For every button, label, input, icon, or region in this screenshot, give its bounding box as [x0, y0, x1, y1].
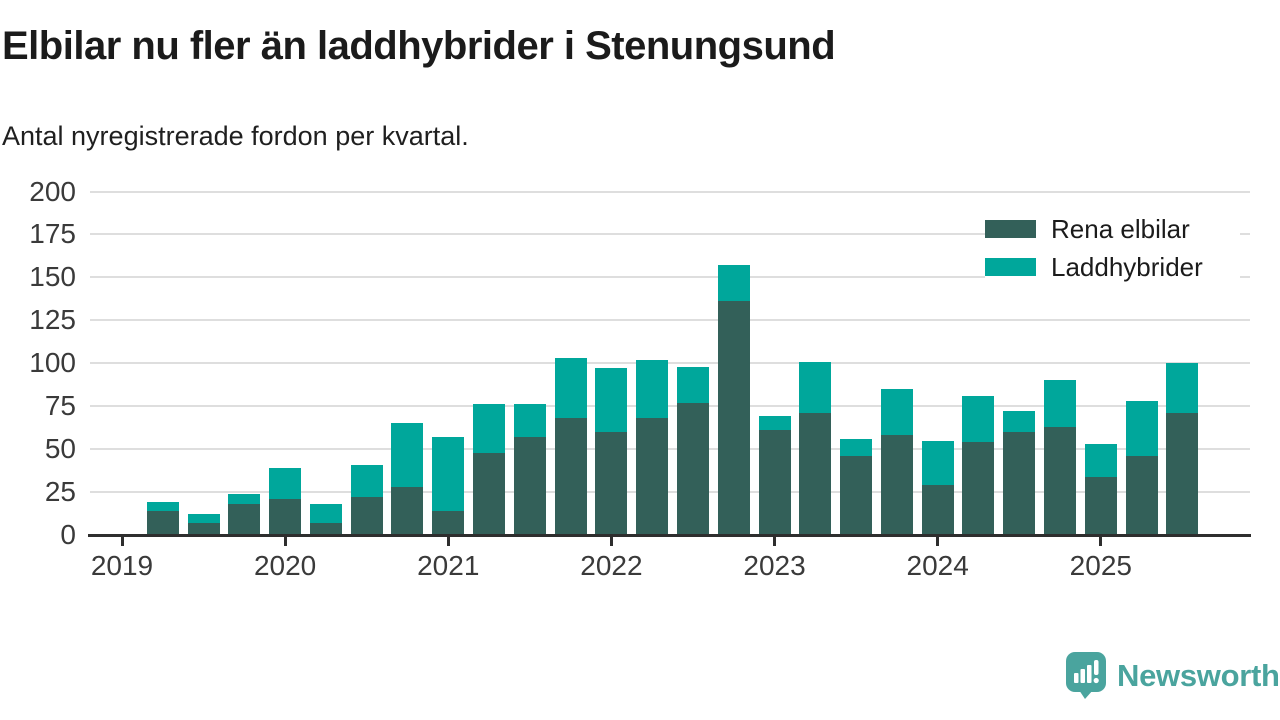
bar-laddhybrider-2023-q1	[758, 416, 791, 431]
gridline-y-100	[90, 362, 1250, 365]
gridline-y-150	[90, 276, 1250, 279]
x-axis-tick-2020	[283, 537, 287, 546]
bar-laddhybrider-2023-q3	[840, 438, 873, 456]
bar-rena-elbilar-2022-q3	[676, 402, 709, 536]
x-axis-tick-2022	[609, 537, 613, 546]
x-axis-tick-2019	[120, 537, 124, 546]
bar-rena-elbilar-2021-q1	[432, 510, 465, 536]
bar-laddhybrider-2019-q4	[228, 493, 261, 505]
bar-laddhybrider-2020-q4	[391, 423, 424, 487]
y-axis-label-150: 150	[29, 261, 76, 293]
bar-rena-elbilar-2020-q3	[350, 497, 383, 536]
bar-laddhybrider-2022-q4	[717, 265, 750, 302]
bar-laddhybrider-2019-q3	[187, 514, 220, 523]
bar-rena-elbilar-2021-q2	[473, 452, 506, 536]
bar-rena-elbilar-2023-q3	[840, 455, 873, 536]
gridline-y-200	[90, 190, 1250, 193]
bar-laddhybrider-2022-q2	[636, 359, 669, 419]
bar-rena-elbilar-2021-q3	[513, 437, 546, 536]
bar-laddhybrider-2021-q4	[554, 358, 587, 419]
x-axis-line	[88, 534, 1251, 537]
y-axis-label-75: 75	[44, 390, 76, 422]
y-axis-label-200: 200	[29, 175, 76, 207]
bar-rena-elbilar-2020-q1	[269, 498, 302, 536]
bar-laddhybrider-2024-q2	[962, 395, 995, 443]
bar-rena-elbilar-2025-q1	[1084, 476, 1117, 536]
bar-laddhybrider-2025-q1	[1084, 443, 1117, 477]
bar-laddhybrider-2022-q1	[595, 368, 628, 432]
legend-swatch-laddhybrider	[985, 258, 1036, 276]
x-axis-label-2020: 2020	[253, 550, 317, 581]
bar-laddhybrider-2023-q4	[880, 389, 913, 436]
y-axis-label-25: 25	[44, 476, 76, 508]
bar-laddhybrider-2019-q2	[146, 502, 179, 511]
bar-laddhybrider-2021-q3	[513, 404, 546, 438]
bar-rena-elbilar-2022-q2	[636, 418, 669, 536]
x-axis-tick-2021	[446, 537, 450, 546]
bar-rena-elbilar-2020-q4	[391, 486, 424, 536]
x-axis-label-2022: 2022	[580, 550, 643, 581]
x-axis-label-2024: 2024	[906, 550, 969, 581]
bar-laddhybrider-2022-q3	[676, 366, 709, 403]
chart-subtitle: Antal nyregistrerade fordon per kvartal.	[2, 121, 469, 151]
legend: Rena elbilar Laddhybrider	[985, 205, 1240, 291]
x-axis-label-2019: 2019	[90, 550, 154, 581]
legend-item-laddhybrider: Laddhybrider	[985, 252, 1240, 282]
y-axis-label-125: 125	[29, 304, 76, 336]
bar-laddhybrider-2021-q1	[432, 437, 465, 511]
x-axis-label-2023: 2023	[743, 550, 806, 581]
y-axis-label-50: 50	[44, 433, 76, 465]
gridline-y-175	[90, 233, 1250, 236]
bar-laddhybrider-2025-q3	[1166, 363, 1199, 414]
bar-rena-elbilar-2019-q3	[187, 522, 220, 536]
bar-rena-elbilar-2024-q2	[962, 442, 995, 536]
y-axis-label-175: 175	[29, 218, 76, 250]
gridline-y-25	[90, 491, 1250, 494]
x-axis-tick-2023	[773, 537, 777, 546]
bar-rena-elbilar-2019-q4	[228, 504, 261, 536]
gridline-y-125	[90, 319, 1250, 322]
bar-laddhybrider-2023-q2	[799, 361, 832, 414]
x-axis-tick-2025	[1099, 537, 1103, 546]
bar-laddhybrider-2021-q2	[473, 404, 506, 453]
gridline-y-50	[90, 448, 1250, 451]
bar-rena-elbilar-2025-q3	[1166, 413, 1199, 536]
x-axis-label-2021: 2021	[417, 550, 480, 581]
bar-rena-elbilar-2024-q4	[1044, 426, 1077, 536]
legend-swatch-rena-elbilar	[985, 220, 1036, 238]
bar-rena-elbilar-2019-q2	[146, 510, 179, 536]
y-axis-label-100: 100	[29, 347, 76, 379]
bar-laddhybrider-2020-q1	[269, 468, 302, 499]
x-axis-label-2025: 2025	[1069, 550, 1132, 581]
newsworthy-branding: Newsworthy	[1066, 652, 1280, 699]
bar-laddhybrider-2024-q3	[1003, 411, 1036, 432]
y-axis-label-0: 0	[60, 519, 76, 550]
bar-rena-elbilar-2024-q3	[1003, 431, 1036, 536]
bar-rena-elbilar-2023-q2	[799, 413, 832, 536]
bar-laddhybrider-2024-q4	[1044, 380, 1077, 427]
bar-laddhybrider-2024-q1	[921, 440, 954, 486]
legend-label: Laddhybrider	[1051, 251, 1203, 282]
bar-rena-elbilar-2025-q2	[1125, 455, 1158, 536]
bar-rena-elbilar-2024-q1	[921, 485, 954, 536]
chart-title: Elbilar nu fler än laddhybrider i Stenun…	[2, 24, 836, 68]
bar-laddhybrider-2020-q3	[350, 464, 383, 498]
newsworthy-logo-text: Newsworthy	[1117, 657, 1280, 693]
bar-rena-elbilar-2023-q1	[758, 430, 791, 536]
legend-label: Rena elbilar	[1051, 213, 1190, 244]
bar-rena-elbilar-2021-q4	[554, 418, 587, 536]
bar-laddhybrider-2025-q2	[1125, 401, 1158, 456]
bar-rena-elbilar-2020-q2	[309, 522, 342, 536]
x-axis-tick-2024	[936, 537, 940, 546]
newsworthy-logo-icon	[1066, 652, 1106, 699]
bar-rena-elbilar-2022-q4	[717, 301, 750, 536]
bar-rena-elbilar-2022-q1	[595, 431, 628, 536]
legend-item-rena-elbilar: Rena elbilar	[985, 214, 1240, 244]
gridline-y-75	[90, 405, 1250, 408]
bar-rena-elbilar-2023-q4	[880, 435, 913, 536]
bar-laddhybrider-2020-q2	[309, 504, 342, 523]
